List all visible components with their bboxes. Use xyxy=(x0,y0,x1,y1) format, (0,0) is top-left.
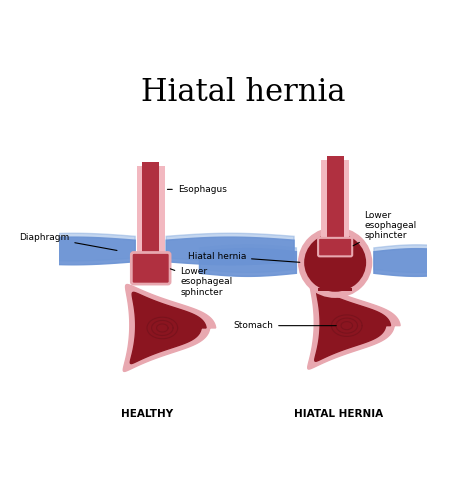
Bar xyxy=(142,162,159,256)
Polygon shape xyxy=(308,282,400,369)
Ellipse shape xyxy=(298,227,373,298)
Text: HIATAL HERNIA: HIATAL HERNIA xyxy=(294,409,383,419)
Polygon shape xyxy=(11,234,135,261)
Bar xyxy=(327,156,344,245)
Ellipse shape xyxy=(304,233,366,292)
Text: Hiatal hernia: Hiatal hernia xyxy=(188,252,300,262)
Bar xyxy=(321,160,349,241)
Bar xyxy=(137,166,164,252)
Text: HEALTHY: HEALTHY xyxy=(121,409,173,419)
Polygon shape xyxy=(166,237,294,265)
FancyBboxPatch shape xyxy=(131,252,170,284)
Text: Esophagus: Esophagus xyxy=(167,185,227,194)
Text: Lower
esophageal
sphincter: Lower esophageal sphincter xyxy=(170,267,232,296)
Polygon shape xyxy=(130,292,206,364)
Polygon shape xyxy=(123,284,216,372)
Text: Lower
esophageal
sphincter: Lower esophageal sphincter xyxy=(353,210,417,246)
Text: Hiatal hernia: Hiatal hernia xyxy=(141,77,345,108)
Polygon shape xyxy=(11,237,135,265)
Bar xyxy=(313,287,357,288)
FancyBboxPatch shape xyxy=(318,238,352,256)
Polygon shape xyxy=(374,248,459,276)
Text: Stomach: Stomach xyxy=(233,321,336,330)
Text: Diaphragm: Diaphragm xyxy=(19,232,117,250)
Polygon shape xyxy=(200,245,296,272)
Polygon shape xyxy=(200,248,296,276)
Polygon shape xyxy=(315,290,391,362)
Bar xyxy=(318,288,352,291)
Polygon shape xyxy=(166,234,294,261)
Polygon shape xyxy=(374,245,459,272)
